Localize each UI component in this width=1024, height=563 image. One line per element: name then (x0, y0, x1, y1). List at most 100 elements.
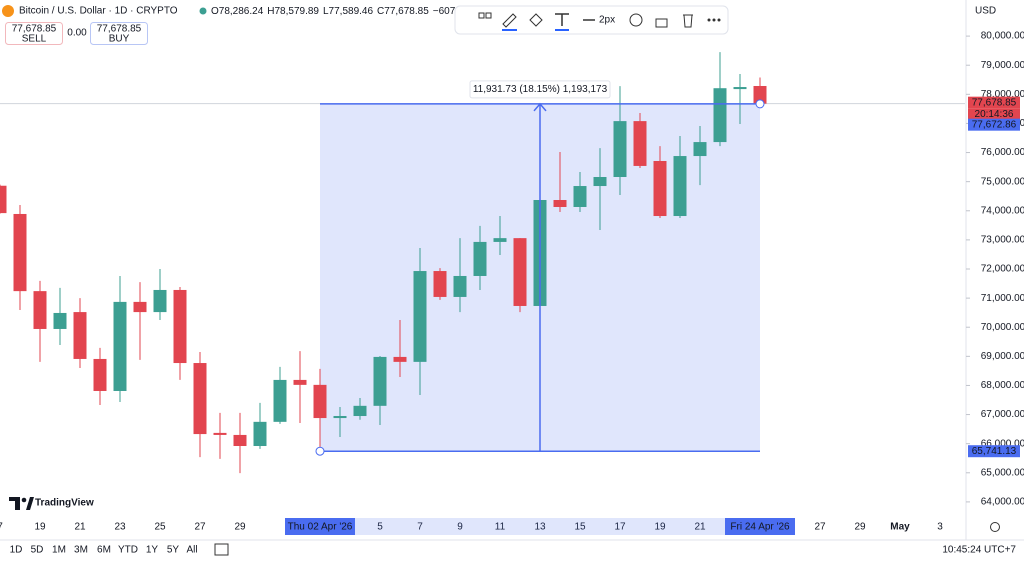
icon-delete[interactable] (683, 14, 693, 28)
y-tick-label: 64,000.00 (981, 497, 1024, 508)
icon-lock[interactable] (655, 18, 668, 28)
y-tick-label: 72,000.00 (981, 264, 1024, 275)
icon-templates[interactable] (485, 12, 492, 19)
logo-mark (21, 497, 27, 503)
measure-label-bg (469, 80, 611, 99)
candle-body (273, 379, 287, 422)
candle-body (53, 312, 67, 329)
y-tick-label: 70,000.00 (981, 322, 1024, 333)
x-tick-label: 13 (534, 522, 546, 533)
icon-more[interactable] (712, 18, 716, 22)
icon-line-color[interactable] (502, 13, 517, 28)
candle-body (673, 156, 687, 217)
y-tick-label: 80,000.00 (981, 31, 1024, 42)
candle-body (213, 432, 227, 435)
candle-body (233, 434, 247, 447)
candle-body (413, 271, 427, 362)
candle-body (473, 241, 487, 276)
candle-body (433, 271, 447, 297)
price-tag (968, 96, 1020, 109)
candle-body (633, 121, 647, 166)
candle-body (453, 275, 467, 297)
x-tick-label: 7 (0, 522, 3, 533)
x-tick-label: 17 (614, 522, 626, 533)
logo-mark (9, 497, 20, 510)
range-button[interactable]: 1Y (146, 545, 159, 556)
icon-text[interactable] (555, 13, 569, 26)
candle-body (613, 121, 627, 178)
y-tick-label: 74,000.00 (981, 205, 1024, 216)
x-tick-label: 23 (114, 522, 126, 533)
measure-handle[interactable] (315, 446, 325, 456)
currency[interactable]: USD (975, 6, 996, 17)
x-tick-label: 19 (654, 522, 666, 533)
icon-date-range[interactable] (214, 543, 229, 556)
x-tick-label: 29 (234, 522, 246, 533)
x-tick-label: 21 (694, 522, 706, 533)
candle-body (13, 213, 27, 292)
y-tick-label: 76,000.00 (981, 147, 1024, 158)
spread: 0.00 (67, 28, 87, 39)
y-tick-label: 71,000.00 (981, 293, 1024, 304)
candle-body (73, 312, 87, 359)
stroke-width[interactable]: 2px (599, 15, 615, 26)
sell-button[interactable] (5, 22, 63, 45)
logo-mark (26, 497, 34, 510)
y-tick-label: 75,000.00 (981, 176, 1024, 187)
plot: 11,931.73 (18.15%) 1,193,173 (0, 52, 965, 474)
candle-body (173, 289, 187, 364)
candle-body (293, 379, 307, 385)
range-button[interactable]: All (186, 545, 197, 556)
candle-body (593, 177, 607, 187)
measure-arrowhead (533, 102, 547, 112)
y-tick-label: 69,000.00 (981, 351, 1024, 362)
icon-templates[interactable] (478, 12, 485, 19)
x-tick-label: 5 (377, 522, 383, 533)
price-tag (968, 118, 1020, 131)
candle-body (653, 160, 667, 217)
buy-button[interactable] (90, 22, 148, 45)
ohlc-value: −607 (433, 6, 456, 17)
icon-more[interactable] (717, 18, 721, 22)
price-tag-label: 77,678.85 (972, 97, 1017, 108)
icon-settings[interactable] (990, 522, 1000, 532)
range-button[interactable]: 1M (52, 545, 66, 556)
y-tick-label: 65,000.00 (981, 467, 1024, 478)
x-highlight (285, 518, 355, 535)
x-range-band (355, 518, 725, 535)
range-button[interactable]: 1D (10, 545, 23, 556)
clock: 10:45:24 UTC+7 (942, 545, 1016, 556)
sell-label: SELL (22, 34, 47, 45)
icon-settings[interactable] (629, 13, 643, 27)
measure-handle[interactable] (755, 99, 765, 109)
price-tag (968, 445, 1020, 458)
candle-body (373, 356, 387, 406)
icon-more[interactable] (707, 18, 711, 22)
x-tick-label: 25 (154, 522, 166, 533)
ohlc-value: L77,589.46 (323, 6, 373, 17)
candle-body (93, 358, 107, 391)
x-tick-label: 27 (814, 522, 826, 533)
range-button[interactable]: YTD (118, 545, 138, 556)
range-button[interactable]: 6M (97, 545, 111, 556)
candle-body (493, 238, 507, 242)
candle-body (713, 88, 727, 143)
range-button[interactable]: 5D (31, 545, 44, 556)
candle-body (573, 186, 587, 207)
price-tag-label: 77,672.86 (972, 119, 1017, 130)
x-tick-label: Thu 02 Apr '26 (288, 522, 353, 533)
y-tick-label: 67,000.00 (981, 409, 1024, 420)
range-button[interactable]: 5Y (167, 545, 180, 556)
candle-body (313, 384, 327, 419)
range-button[interactable]: 3M (74, 545, 88, 556)
countdown: 20:14:36 (975, 109, 1014, 120)
x-tick-label: 29 (854, 522, 866, 533)
icon-fill[interactable] (529, 13, 543, 27)
y-tick-label: 79,000.00 (981, 60, 1024, 71)
x-tick-label: 21 (74, 522, 86, 533)
y-tick-label: 66,000.00 (981, 438, 1024, 449)
y-tick-label: 73,000.00 (981, 235, 1024, 246)
candle-body (113, 301, 127, 391)
candle-body (553, 200, 567, 207)
